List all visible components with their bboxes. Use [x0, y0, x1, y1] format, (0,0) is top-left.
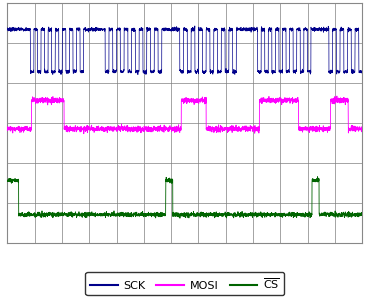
Legend: SCK, MOSI, $\overline{\mathrm{CS}}$: SCK, MOSI, $\overline{\mathrm{CS}}$ [85, 272, 284, 295]
